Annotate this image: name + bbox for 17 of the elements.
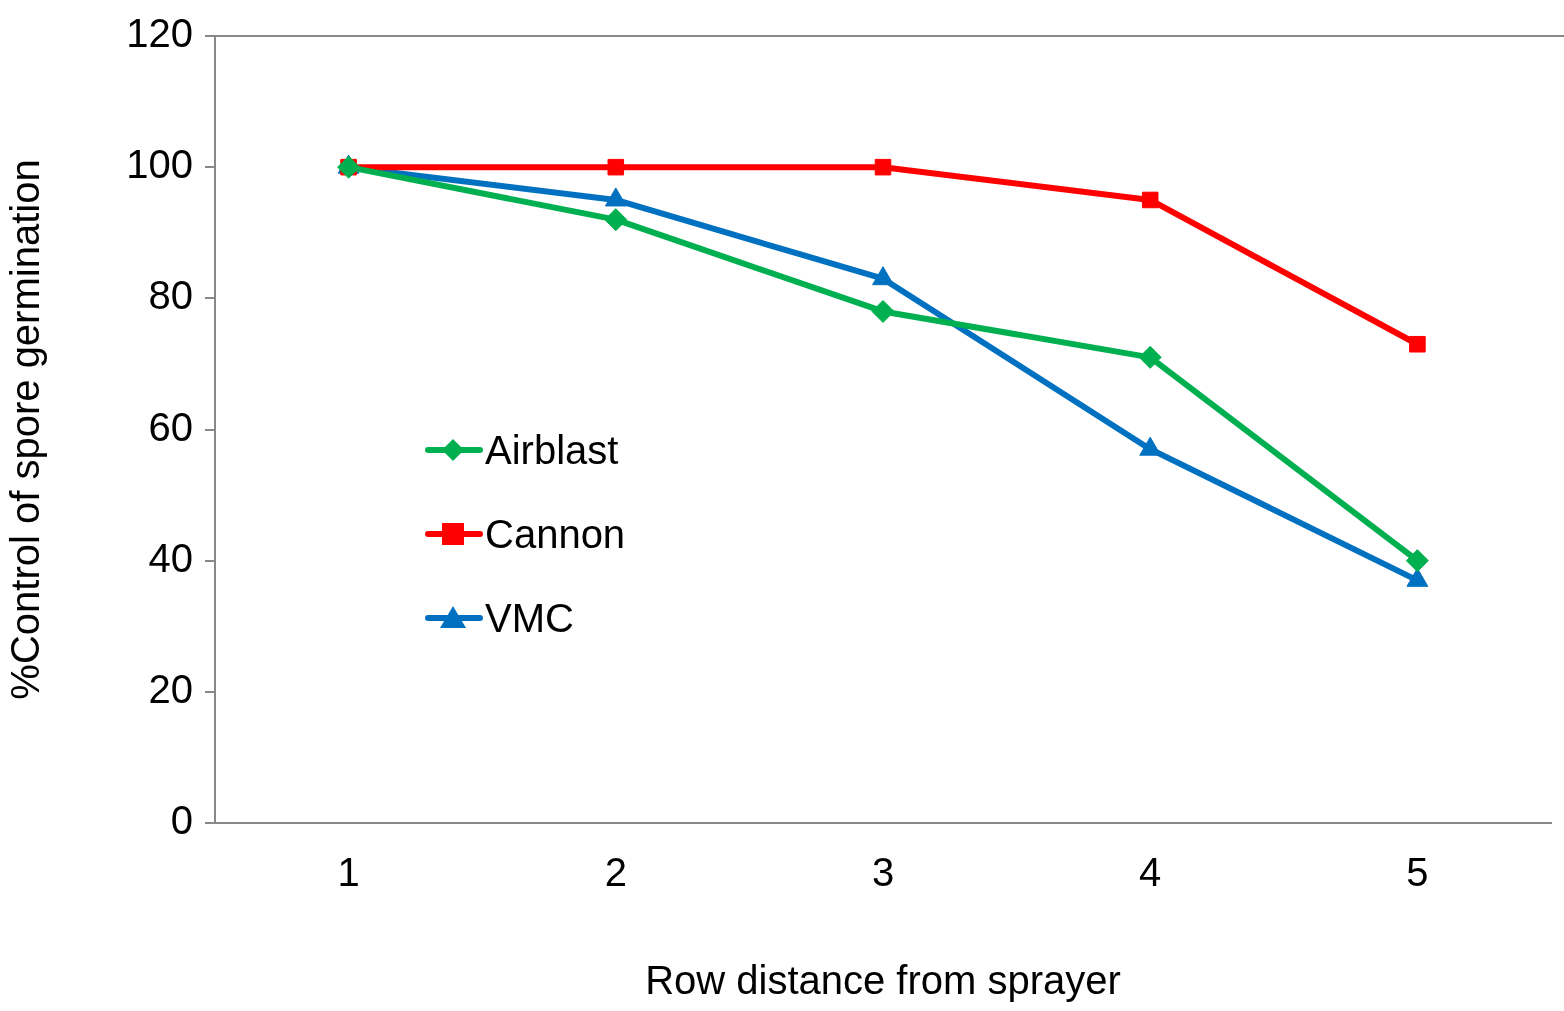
y-tick-label: 120	[126, 11, 193, 56]
legend-label: Cannon	[485, 511, 626, 557]
x-axis-title: Row distance from sprayer	[645, 958, 1121, 1003]
y-tick-label: 0	[170, 798, 193, 843]
x-tick-label: 2	[604, 850, 627, 895]
legend-label: VMC	[485, 595, 574, 641]
x-tick-label: 4	[1139, 850, 1162, 895]
x-tick-label: 3	[871, 850, 895, 895]
y-tick-label: 20	[148, 666, 193, 711]
y-tick-label: 100	[126, 142, 193, 187]
y-tick-label: 40	[148, 535, 193, 580]
x-tick-label: 1	[337, 850, 360, 895]
y-tick-label: 60	[148, 404, 193, 449]
y-tick-label: 80	[148, 273, 193, 318]
legend-label: Airblast	[485, 427, 619, 473]
y-axis-title: %Control of spore germination	[3, 159, 48, 700]
x-tick-label: 5	[1406, 850, 1429, 895]
